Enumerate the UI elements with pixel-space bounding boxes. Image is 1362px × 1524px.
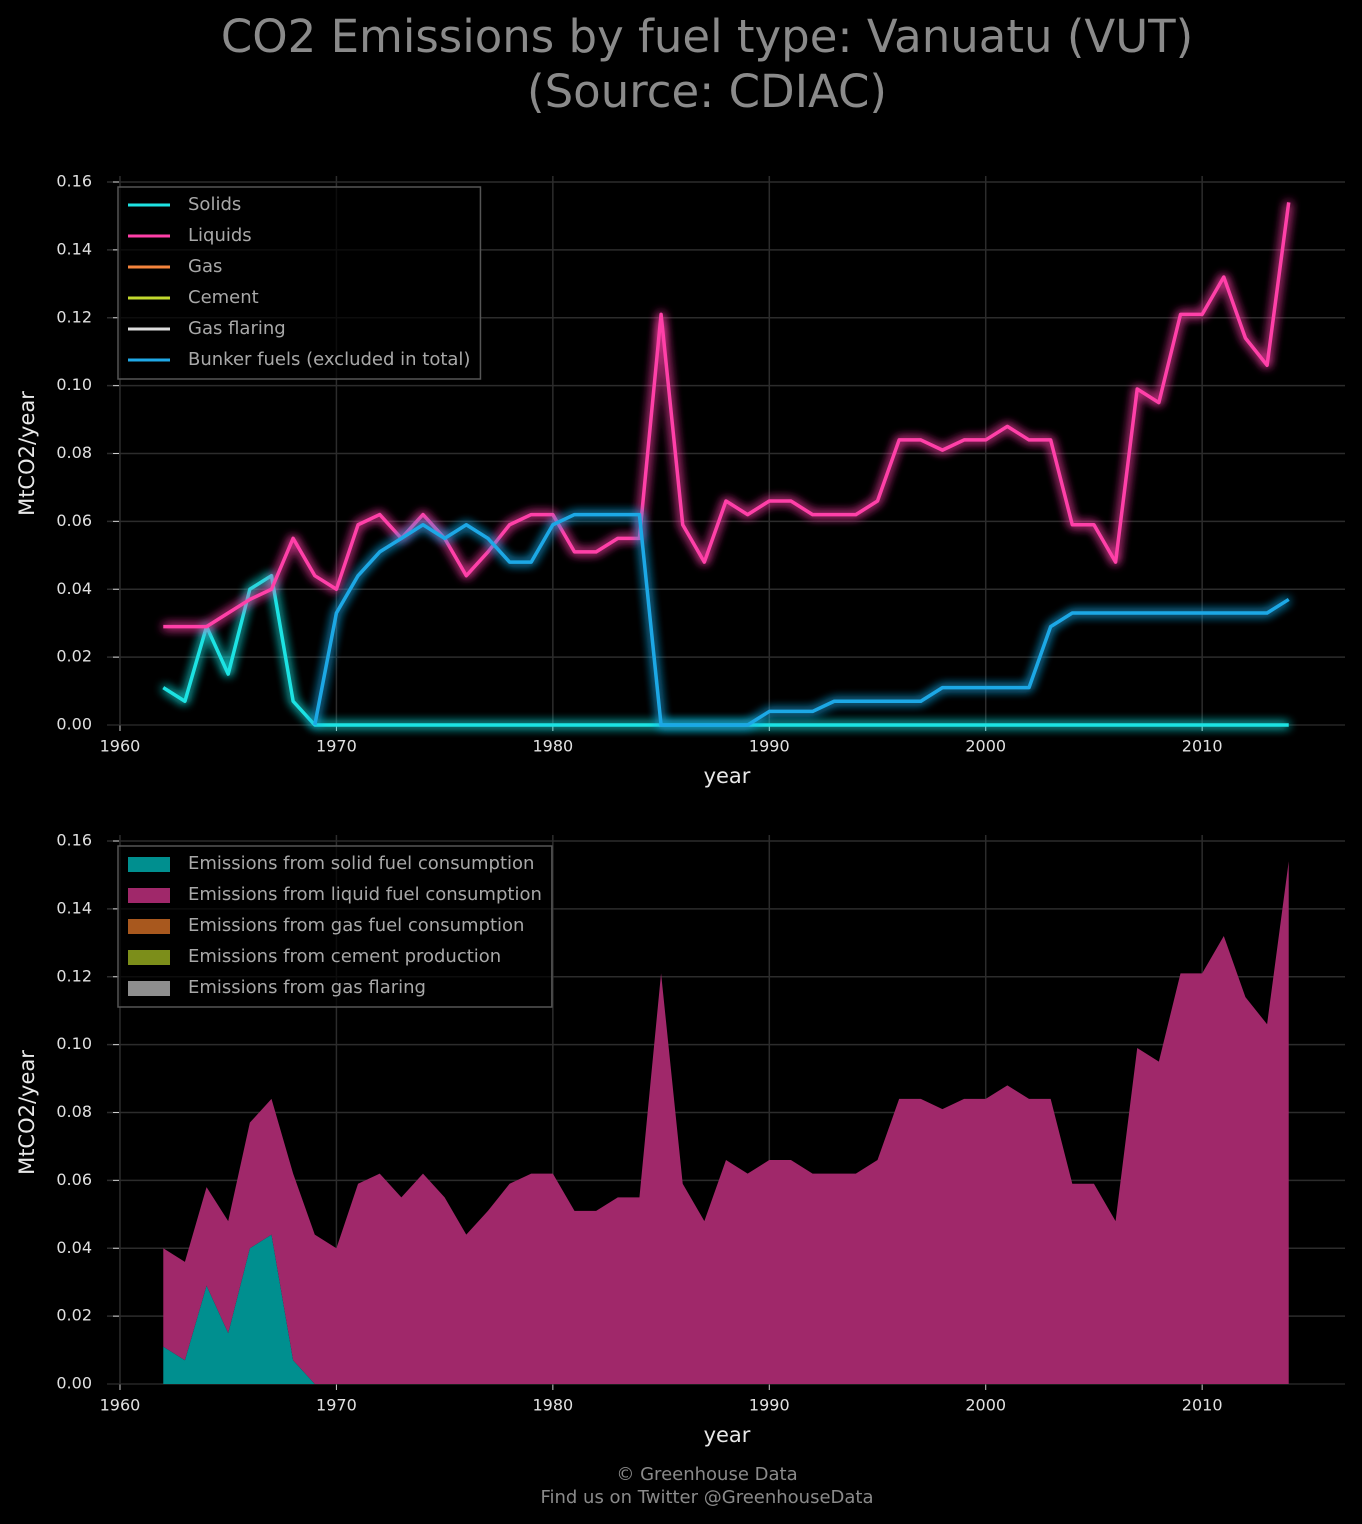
y-tick-label: 0.10 [56, 375, 92, 394]
y-tick-label: 0.16 [56, 172, 92, 191]
x-tick-label: 1990 [749, 1396, 790, 1415]
x-tick-label: 1980 [532, 1396, 573, 1415]
legend-label: Solids [188, 194, 241, 215]
y-tick-label: 0.10 [56, 1034, 92, 1053]
legend-box [117, 186, 482, 380]
y-tick-label: 0.06 [56, 511, 92, 530]
y-tick-label: 0.14 [56, 239, 92, 258]
x-axis-label: year [704, 764, 751, 788]
legend-label: Emissions from liquid fuel consumption [188, 884, 542, 905]
legend-label: Emissions from cement production [188, 946, 501, 967]
x-tick-label: 1990 [749, 737, 790, 756]
legend-label: Liquids [188, 225, 252, 246]
chart-subtitle: (Source: CDIAC) [527, 65, 887, 118]
line [162, 573, 1289, 727]
legend-label: Emissions from solid fuel consumption [188, 853, 534, 874]
legend-swatch [128, 888, 170, 903]
y-tick-label: 0.14 [56, 898, 92, 917]
line [313, 512, 1290, 727]
x-tick-label: 2010 [1182, 1396, 1223, 1415]
y-tick-label: 0.08 [56, 443, 92, 462]
y-tick-label: 0.02 [56, 1306, 92, 1325]
y-tick-label: 0.00 [56, 715, 92, 734]
x-axis-label: year [704, 1423, 751, 1447]
y-tick-label: 0.12 [56, 307, 92, 326]
legend-label: Cement [188, 287, 259, 308]
legend-swatch [128, 857, 170, 872]
x-tick-label: 1960 [100, 1396, 141, 1415]
line [163, 202, 1291, 629]
y-tick-label: 0.04 [56, 579, 92, 598]
x-tick-label: 2000 [965, 1396, 1006, 1415]
legend-swatch [128, 919, 170, 934]
legend-label: Emissions from gas flaring [188, 977, 426, 998]
y-axis-label: MtCO2/year [15, 391, 39, 516]
legend-label: Gas [188, 256, 222, 277]
x-tick-label: 1970 [316, 1396, 357, 1415]
legend-swatch [128, 950, 170, 965]
legend-swatch [128, 981, 170, 996]
legend-box [117, 845, 553, 1008]
x-tick-label: 2010 [1182, 737, 1223, 756]
area [163, 1234, 1289, 1384]
legend: Solids Liquids Gas Cement Gas flaring Bunker … [117, 186, 482, 380]
y-axis-label: MtCO2/year [15, 1050, 39, 1175]
y-tick-label: 0.02 [56, 647, 92, 666]
legend: Emissions from solid fuel consumption Emi… [117, 845, 553, 1008]
y-tick-label: 0.08 [56, 1102, 92, 1121]
x-tick-label: 1980 [532, 737, 573, 756]
x-tick-label: 1960 [100, 737, 141, 756]
chart-title: CO2 Emissions by fuel type: Vanuatu (VUT… [221, 10, 1193, 63]
legend-label: Bunker fuels (excluded in total) [188, 349, 470, 370]
legend-label: Emissions from gas fuel consumption [188, 915, 524, 936]
area [163, 861, 1289, 1384]
y-tick-label: 0.04 [56, 1238, 92, 1257]
y-tick-label: 0.06 [56, 1170, 92, 1189]
legend-label: Gas flaring [188, 318, 286, 339]
y-tick-label: 0.00 [56, 1374, 92, 1393]
footer: Find us on Twitter @GreenhouseData [540, 1487, 873, 1508]
x-tick-label: 2000 [965, 737, 1006, 756]
footer: © Greenhouse Data [616, 1464, 797, 1485]
y-tick-label: 0.12 [56, 966, 92, 985]
y-tick-label: 0.16 [56, 831, 92, 850]
x-tick-label: 1970 [316, 737, 357, 756]
